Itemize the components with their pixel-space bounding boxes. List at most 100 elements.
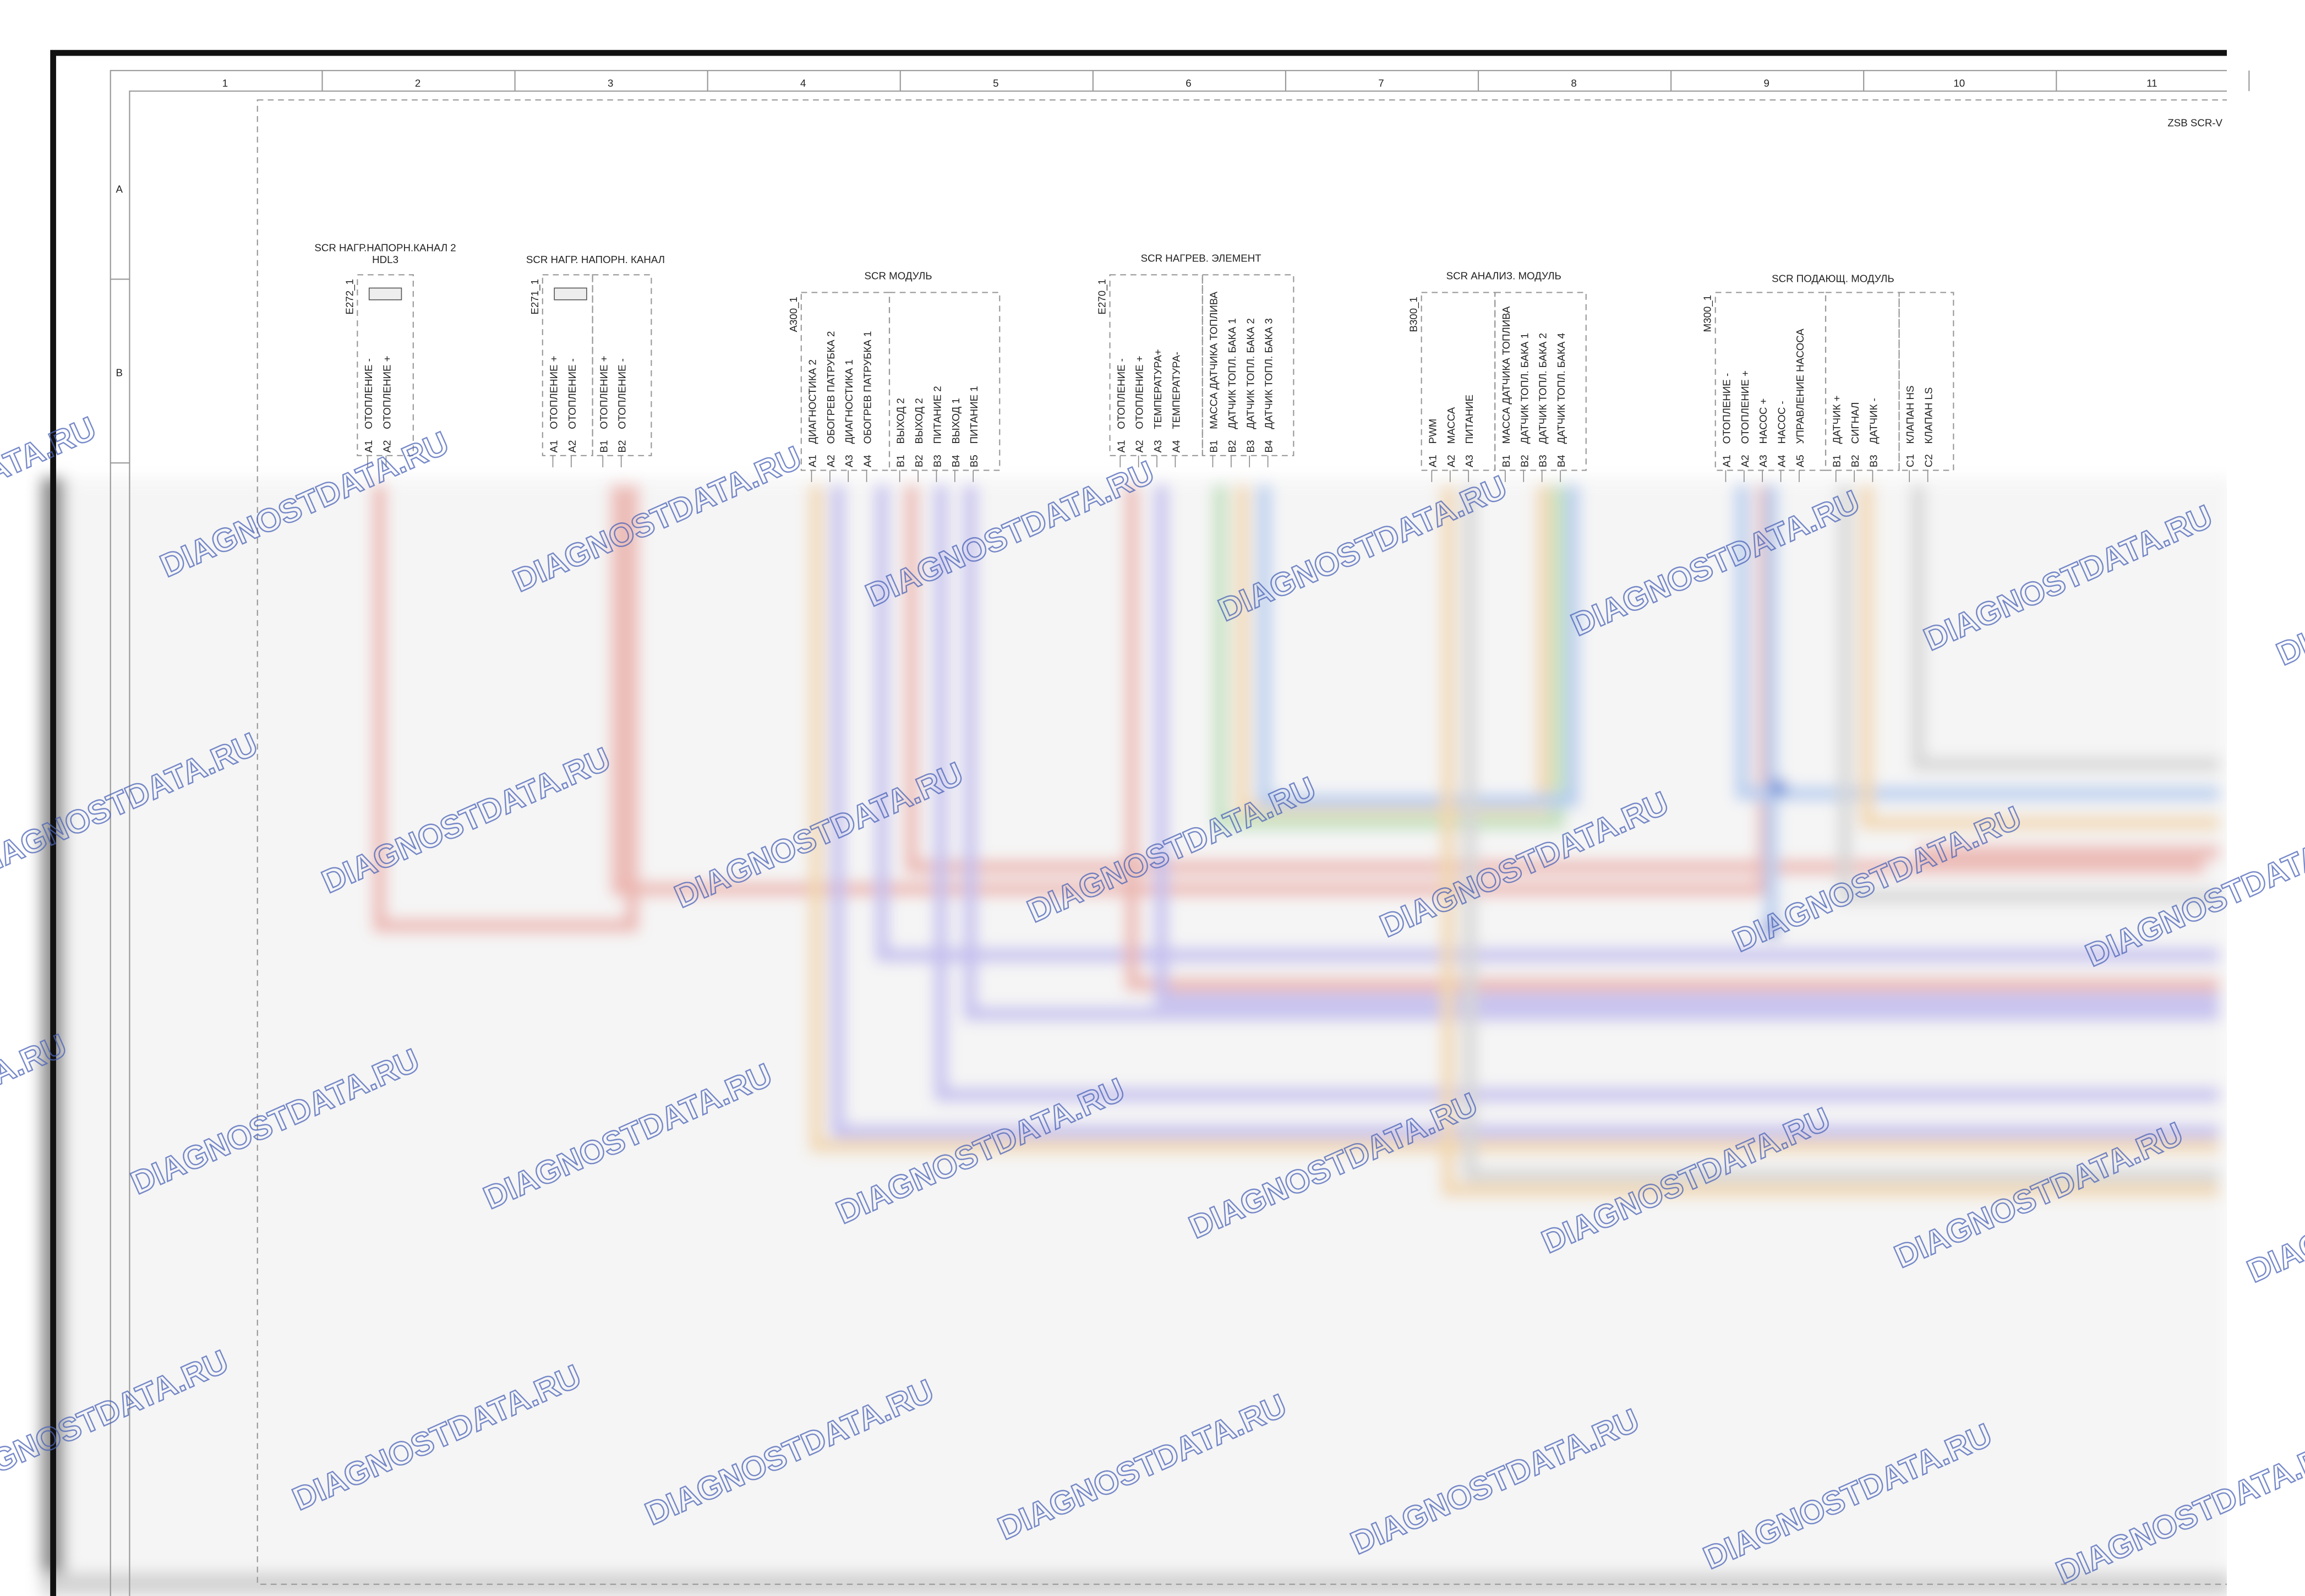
pin-label: ДАТЧИК ТОПЛ. БАКА 1 (1226, 318, 1238, 429)
pin-label: ПИТАНИЕ 2 (931, 386, 943, 444)
pin-label: МАССА (1445, 407, 1457, 444)
pin-id: A1 (1115, 440, 1127, 453)
pin-group-box (1898, 292, 1954, 471)
component-title: SCR ПОДАЮЩ. МОДУЛЬ (1772, 273, 1894, 285)
pin-label: ДАТЧИК - (1867, 398, 1879, 444)
pin-label: ОБОГРЕВ ПАТРУБКА 1 (862, 331, 873, 444)
pin-label: ОТОПЛЕНИЕ - (363, 358, 374, 429)
column-number: 6 (1186, 78, 1191, 89)
column-number: 8 (1571, 78, 1576, 89)
sheet-title: ZSB SCR-V (2167, 117, 2222, 129)
pin-label: ДАТЧИК + (1831, 395, 1843, 444)
pin-id: B1 (598, 440, 609, 453)
pin-group-box (888, 292, 1001, 471)
pin-id: B2 (1519, 455, 1530, 467)
pin-group-box (542, 274, 593, 456)
pin-label: ОТОПЛЕНИЕ + (598, 356, 609, 429)
pin-label: ОТОПЛЕНИЕ + (381, 356, 392, 429)
pin-id: A4 (862, 455, 873, 467)
pin-group-box (1825, 292, 1900, 471)
pin-label: ДАТЧИК ТОПЛ. БАКА 2 (1244, 318, 1256, 429)
pin-id: B5 (968, 455, 980, 467)
pin-group-box (592, 274, 652, 456)
pin-id: B3 (1244, 440, 1256, 453)
column-number: 3 (608, 78, 613, 89)
component-title: SCR НАГРЕВ. ЭЛЕМЕНТ (1141, 252, 1261, 264)
pin-label: ПИТАНИЕ (1463, 395, 1475, 444)
pin-label: ВЫХОД 2 (913, 398, 925, 444)
component-code: E272_1 (343, 279, 356, 314)
pin-id: B2 (1849, 455, 1861, 467)
pin-id: B4 (1263, 440, 1275, 453)
pin-id: A1 (548, 440, 560, 453)
pin-id: B3 (1867, 455, 1879, 467)
pin-id: A3 (1152, 440, 1164, 453)
pin-id: A3 (1757, 455, 1769, 467)
pin-id: B4 (950, 455, 962, 467)
pin-group-box (1201, 274, 1294, 456)
pin-label: МАССА ДАТЧИКА ТОПЛИВА (1208, 291, 1219, 429)
pin-id: B3 (931, 455, 943, 467)
pin-label: ДАТЧИК ТОПЛ. БАКА 3 (1263, 318, 1275, 429)
column-number: 9 (1763, 78, 1769, 89)
pin-id: A1 (1427, 455, 1438, 467)
pin-label: ОТОПЛЕНИЕ + (1739, 370, 1751, 444)
pin-label: СИГНАЛ (1849, 402, 1861, 444)
column-number: 1 (222, 78, 228, 89)
pin-id: B1 (895, 455, 906, 467)
pin-id: A5 (1794, 455, 1806, 467)
blurred-wiring (41, 477, 2232, 1596)
pin-label: ОТОПЛЕНИЕ - (1115, 358, 1127, 429)
pin-label: ДИАГНОСТИКА 1 (843, 359, 855, 444)
pin-id: A2 (1134, 440, 1145, 453)
pin-label: ВЫХОД 1 (950, 398, 962, 444)
column-number: 10 (1953, 78, 1965, 89)
component: SCR ПОДАЮЩ. МОДУЛЬ M300_1 A1 ОТОПЛЕНИЕ - A2 О… (1702, 273, 1954, 482)
component-code: A300_1 (788, 297, 800, 332)
column-number: 7 (1378, 78, 1384, 89)
component: SCR НАГР. НАПОРН. КАНАЛ E271_1 A1 ОТОПЛЕНИЕ… (526, 254, 665, 468)
connector-icon (554, 287, 587, 300)
pin-id: A4 (1170, 440, 1182, 453)
pin-id: C1 (1904, 454, 1916, 467)
component-code: B300_1 (1408, 297, 1420, 332)
pin-label: НАСОС + (1757, 398, 1769, 444)
pin-label: ТЕМПЕРАТУРА+ (1152, 349, 1164, 429)
pin-label: ДАТЧИК ТОПЛ. БАКА 2 (1537, 333, 1549, 444)
component-title: SCR АНАЛИЗ. МОДУЛЬ (1446, 270, 1561, 281)
pin-label: УПРАВЛЕНИЕ НАСОСА (1794, 329, 1806, 444)
pin-id: B1 (1500, 455, 1512, 467)
component-code: E270_1 (1096, 279, 1108, 314)
pin-id: B2 (1226, 440, 1238, 453)
pin-id: A2 (1739, 455, 1751, 467)
pin-id: B4 (1555, 455, 1567, 467)
pin-id: A1 (1720, 455, 1732, 467)
pin-label: ОТОПЛЕНИЕ + (548, 356, 560, 429)
pin-label: КЛАПАН HS (1904, 385, 1916, 444)
pin-label: КЛАПАН LS (1923, 387, 1935, 444)
pin-id: A1 (806, 455, 818, 467)
pin-id: B3 (1537, 455, 1549, 467)
pin-label: ДАТЧИК ТОПЛ. БАКА 4 (1555, 333, 1567, 444)
pin-id: A1 (363, 440, 374, 453)
pin-label: ОТОПЛЕНИЕ - (1720, 373, 1732, 444)
pin-id: A2 (825, 455, 837, 467)
pin-group-box (1109, 274, 1203, 456)
component: SCR МОДУЛЬ A300_1 A1 ДИАГНОСТИКА 2 A2 ОБОГРЕВ… (788, 270, 1001, 482)
pin-label: ТЕМПЕРАТУРА- (1170, 352, 1182, 429)
pin-id: C2 (1923, 454, 1935, 467)
pin-id: B2 (913, 455, 925, 467)
grid-labels: 1 2 3 4 5 6 7 8 9 10 11 A B (110, 70, 2250, 464)
pin-id: B1 (1831, 455, 1843, 467)
component: SCR АНАЛИЗ. МОДУЛЬ B300_1 A1 PWM A2 МАССА A3 ПИ… (1408, 270, 1587, 482)
pin-id: A3 (843, 455, 855, 467)
pin-group-box (1421, 292, 1496, 471)
component-title: SCR МОДУЛЬ (865, 270, 932, 281)
pin-id: A4 (1776, 455, 1788, 467)
frame (50, 0, 2305, 1596)
row-letter: B (116, 367, 123, 379)
pin-label: ДАТЧИК ТОПЛ. БАКА 1 (1519, 333, 1530, 444)
